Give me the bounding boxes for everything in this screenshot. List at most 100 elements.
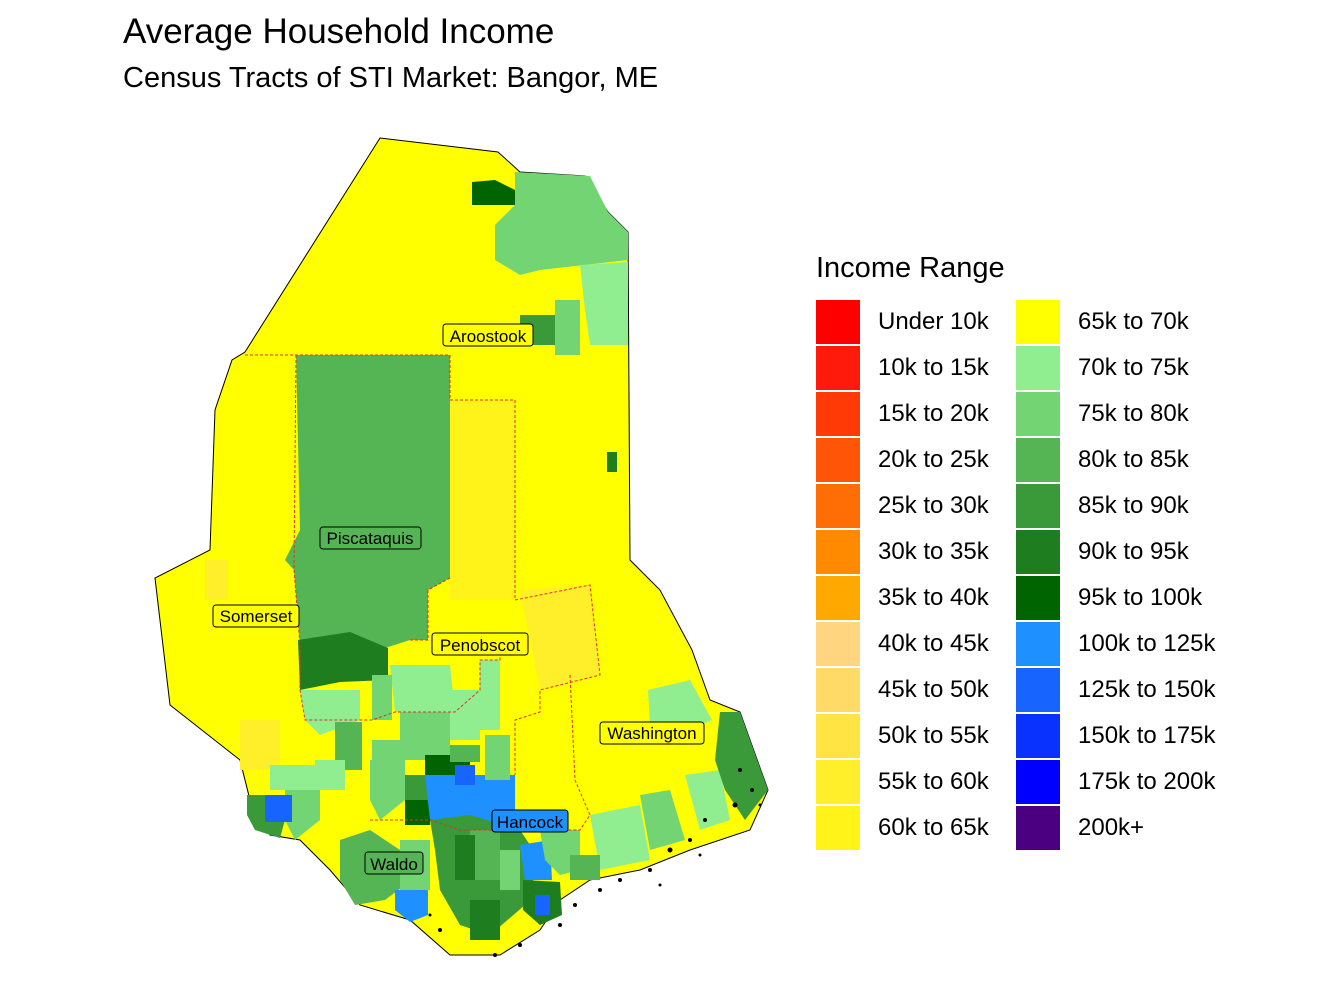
legend-item: Under 10k bbox=[816, 299, 1016, 345]
legend-item: 50k to 55k bbox=[816, 713, 1016, 759]
svg-text:Hancock: Hancock bbox=[497, 813, 564, 832]
svg-text:Aroostook: Aroostook bbox=[450, 327, 527, 346]
legend-item: 20k to 25k bbox=[816, 437, 1016, 483]
legend-item: 70k to 75k bbox=[1016, 345, 1216, 391]
tract bbox=[335, 722, 362, 770]
legend-swatch bbox=[1016, 668, 1060, 712]
legend-item: 40k to 45k bbox=[816, 621, 1016, 667]
legend-label: 70k to 75k bbox=[1078, 354, 1189, 381]
svg-text:Washington: Washington bbox=[607, 724, 696, 743]
svg-text:Somerset: Somerset bbox=[220, 607, 293, 626]
legend-item: 85k to 90k bbox=[1016, 483, 1216, 529]
county-label-piscataquis: Piscataquis bbox=[319, 526, 422, 550]
map-subtitle: Census Tracts of STI Market: Bangor, ME bbox=[123, 62, 659, 94]
legend-swatch bbox=[1016, 300, 1060, 344]
tract bbox=[607, 452, 617, 472]
legend-item: 75k to 80k bbox=[1016, 391, 1216, 437]
legend-item: 65k to 70k bbox=[1016, 299, 1216, 345]
county-label-washington: Washington bbox=[599, 721, 705, 745]
county-label-aroostook: Aroostook bbox=[442, 323, 534, 347]
tract bbox=[570, 855, 600, 880]
tract bbox=[298, 632, 388, 690]
legend-swatch bbox=[1016, 714, 1060, 758]
county-boundary bbox=[293, 354, 501, 721]
legend-swatch bbox=[816, 714, 860, 758]
legend-label: 80k to 85k bbox=[1078, 446, 1189, 473]
legend-item: 90k to 95k bbox=[1016, 529, 1216, 575]
tract bbox=[580, 262, 628, 345]
tract bbox=[285, 355, 450, 648]
legend-item: 35k to 40k bbox=[816, 575, 1016, 621]
legend-item: 30k to 35k bbox=[816, 529, 1016, 575]
legend-label: 65k to 70k bbox=[1078, 308, 1189, 335]
tract bbox=[450, 400, 515, 600]
legend-label: 125k to 150k bbox=[1078, 676, 1216, 703]
legend-swatch bbox=[816, 760, 860, 804]
tract bbox=[555, 300, 580, 355]
legend-label: 60k to 65k bbox=[878, 814, 989, 841]
svg-text:Waldo: Waldo bbox=[370, 855, 418, 874]
legend-item: 100k to 125k bbox=[1016, 621, 1216, 667]
tract bbox=[470, 830, 500, 880]
legend-swatch bbox=[816, 392, 860, 436]
legend-label: 90k to 95k bbox=[1078, 538, 1189, 565]
legend-swatch bbox=[816, 668, 860, 712]
legend-label: 10k to 15k bbox=[878, 354, 989, 381]
tract bbox=[590, 348, 628, 378]
legend-label: 85k to 90k bbox=[1078, 492, 1189, 519]
tract bbox=[455, 835, 475, 880]
legend-item: 15k to 20k bbox=[816, 391, 1016, 437]
legend-item: 95k to 100k bbox=[1016, 575, 1216, 621]
choropleth-map: Aroostook Piscataquis Somerset Penobscot… bbox=[154, 137, 769, 957]
legend-label: 45k to 50k bbox=[878, 676, 989, 703]
tract bbox=[715, 712, 768, 820]
legend-swatch bbox=[816, 806, 860, 850]
tract bbox=[640, 790, 685, 850]
tract bbox=[480, 660, 500, 730]
coastal-islands bbox=[428, 768, 762, 957]
legend-label: 30k to 35k bbox=[878, 538, 989, 565]
svg-text:Piscataquis: Piscataquis bbox=[327, 529, 414, 548]
legend-item: 60k to 65k bbox=[816, 805, 1016, 851]
legend-swatch bbox=[816, 484, 860, 528]
county-boundary bbox=[569, 674, 591, 816]
county-label-waldo: Waldo bbox=[364, 851, 424, 875]
tract bbox=[495, 172, 628, 275]
tract bbox=[205, 560, 228, 600]
legend-label: 95k to 100k bbox=[1078, 584, 1203, 611]
legend-swatch bbox=[1016, 576, 1060, 620]
legend-label: 175k to 200k bbox=[1078, 768, 1216, 795]
legend-swatch bbox=[816, 530, 860, 574]
tract bbox=[395, 890, 428, 922]
legend-swatch bbox=[1016, 530, 1060, 574]
county-label-somerset: Somerset bbox=[212, 604, 300, 628]
tract bbox=[685, 770, 730, 830]
legend-item: 45k to 50k bbox=[816, 667, 1016, 713]
legend-swatch bbox=[1016, 484, 1060, 528]
legend-swatch bbox=[816, 300, 860, 344]
legend-swatch bbox=[1016, 806, 1060, 850]
tract bbox=[270, 765, 315, 790]
legend-label: Under 10k bbox=[878, 308, 989, 335]
legend-item: 175k to 200k bbox=[1016, 759, 1216, 805]
legend-swatch bbox=[816, 622, 860, 666]
legend-label: 35k to 40k bbox=[878, 584, 989, 611]
tract bbox=[500, 850, 520, 890]
legend-swatch bbox=[1016, 438, 1060, 482]
tract bbox=[370, 760, 405, 820]
tract bbox=[455, 765, 475, 785]
legend-swatch bbox=[816, 438, 860, 482]
tract bbox=[520, 585, 600, 690]
legend-label: 200k+ bbox=[1078, 814, 1145, 841]
legend-item: 200k+ bbox=[1016, 805, 1216, 851]
legend-label: 15k to 20k bbox=[878, 400, 989, 427]
county-label-penobscot: Penobscot bbox=[431, 632, 529, 656]
legend-label: 100k to 125k bbox=[1078, 630, 1216, 657]
legend-label: 150k to 175k bbox=[1078, 722, 1216, 749]
legend-label: 50k to 55k bbox=[878, 722, 989, 749]
tract bbox=[372, 675, 392, 720]
tract bbox=[470, 900, 500, 940]
legend-swatch bbox=[816, 346, 860, 390]
legend-item: 55k to 60k bbox=[816, 759, 1016, 805]
tract bbox=[472, 180, 515, 205]
